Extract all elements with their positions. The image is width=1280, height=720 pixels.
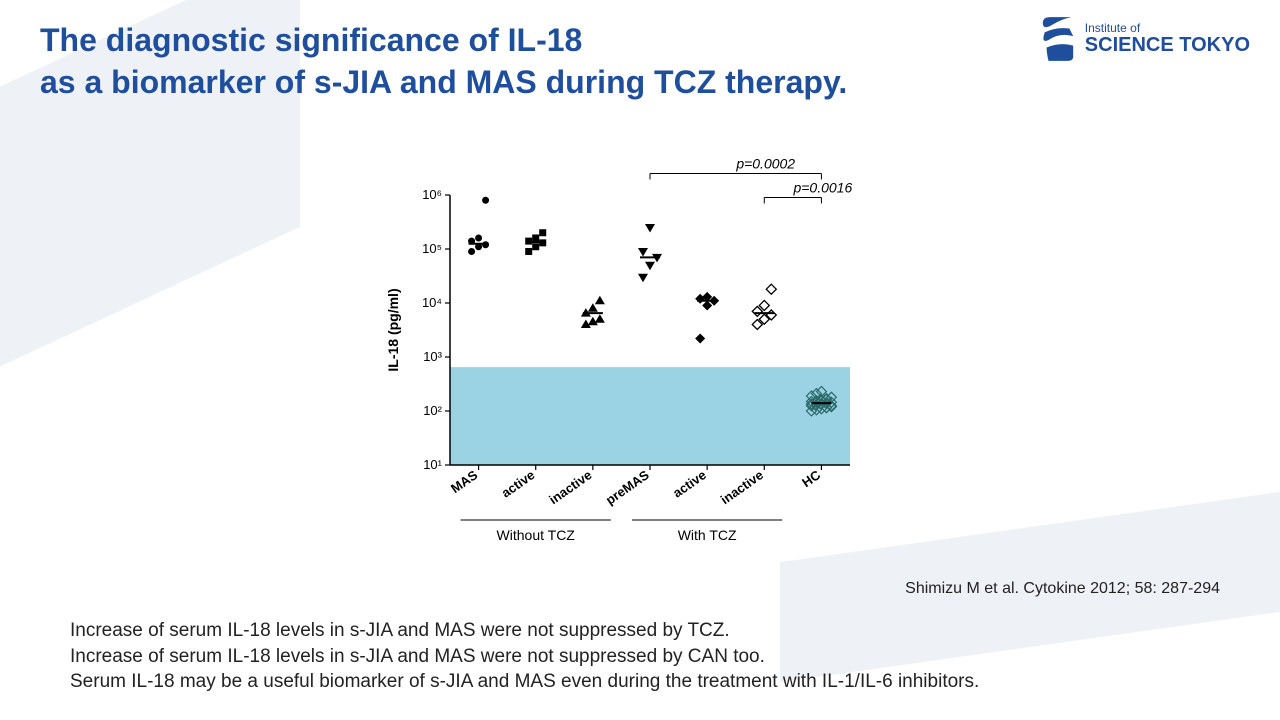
svg-text:10¹: 10¹	[423, 457, 442, 472]
svg-text:10²: 10²	[423, 403, 442, 418]
logo-text-big: SCIENCE TOKYO	[1085, 35, 1250, 56]
summary-line: Increase of serum IL-18 levels in s-JIA …	[70, 644, 979, 670]
svg-text:p=0.0016: p=0.0016	[792, 179, 852, 195]
svg-text:active: active	[499, 467, 538, 500]
summary-line: Serum IL-18 may be a useful biomarker of…	[70, 669, 979, 695]
logo-mark-icon	[1039, 15, 1077, 63]
svg-text:10⁵: 10⁵	[422, 241, 442, 256]
svg-text:p=0.0002: p=0.0002	[735, 156, 795, 172]
title-line: as a biomarker of s-JIA and MAS during T…	[40, 64, 847, 100]
svg-text:Without TCZ: Without TCZ	[497, 527, 576, 543]
svg-text:MAS: MAS	[448, 467, 481, 496]
svg-text:active: active	[670, 467, 709, 500]
citation-text: Shimizu M et al. Cytokine 2012; 58: 287-…	[905, 580, 1220, 598]
svg-text:10⁶: 10⁶	[422, 187, 442, 202]
logo-text-small: Institute of	[1085, 22, 1250, 35]
summary-text: Increase of serum IL-18 levels in s-JIA …	[70, 618, 979, 695]
svg-text:inactive: inactive	[546, 467, 594, 507]
summary-line: Increase of serum IL-18 levels in s-JIA …	[70, 618, 979, 644]
svg-text:With TCZ: With TCZ	[678, 527, 737, 543]
svg-text:HC: HC	[799, 467, 823, 490]
institution-logo: Institute of SCIENCE TOKYO	[1039, 15, 1250, 63]
svg-text:IL-18 (pg/ml): IL-18 (pg/ml)	[385, 288, 401, 371]
title-line: The diagnostic significance of IL-18	[40, 22, 582, 58]
slide-title: The diagnostic significance of IL-18 as …	[40, 20, 847, 103]
svg-text:inactive: inactive	[718, 467, 766, 507]
svg-text:preMAS: preMAS	[603, 467, 652, 508]
svg-text:10³: 10³	[423, 349, 442, 364]
il18-scatter-chart: 10¹ 10² 10³ 10⁴ 10⁵ 10⁶ IL-18 (pg/ml) MAS active…	[380, 130, 860, 560]
svg-text:10⁴: 10⁴	[422, 295, 442, 310]
